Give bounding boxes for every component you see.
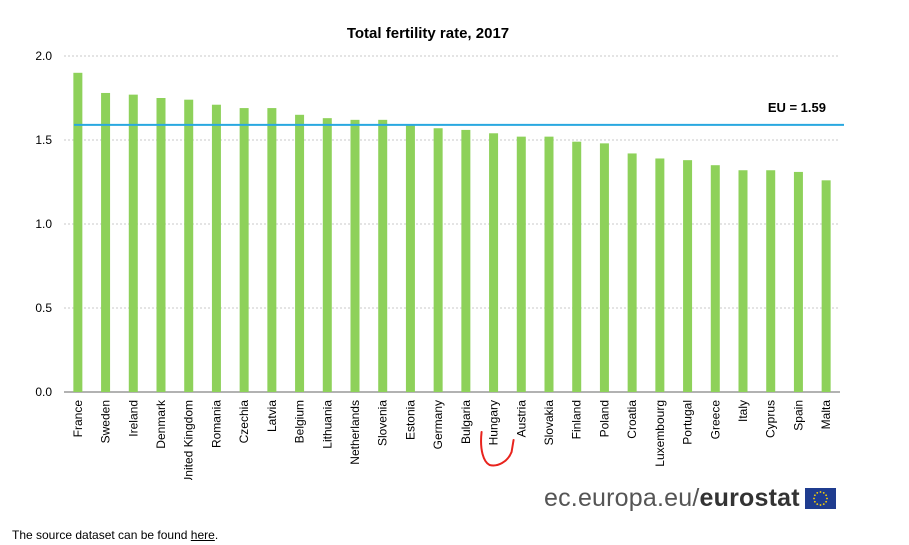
x-tick-label: Poland <box>597 400 611 437</box>
bar-belgium <box>295 114 305 393</box>
x-tick-label: Estonia <box>403 400 417 440</box>
bar-austria <box>516 136 526 392</box>
bar-bulgaria <box>461 129 471 393</box>
bar-czechia <box>239 108 249 392</box>
flag-star <box>813 500 816 503</box>
x-tick-label: United Kingdom <box>182 400 196 480</box>
flag-star <box>825 497 828 500</box>
x-tick-label: Malta <box>819 400 833 430</box>
bar-spain <box>793 171 803 392</box>
chart-title: Total fertility rate, 2017 <box>347 25 509 42</box>
x-tick-label: Bulgaria <box>459 400 473 444</box>
x-tick-label: Netherlands <box>348 400 362 465</box>
x-tick-label: Spain <box>791 400 805 431</box>
y-tick-label: 1.5 <box>35 133 52 147</box>
x-tick-label: Slovenia <box>376 400 390 446</box>
flag-star <box>813 494 816 497</box>
flag-star <box>819 491 822 493</box>
bar-germany <box>433 128 443 393</box>
bar-ireland <box>128 94 138 392</box>
bar-romania <box>211 104 221 392</box>
fertility-chart: Total fertility rate, 2017 0.0 0.5 1.0 1.5 2… <box>35 25 844 480</box>
y-tick-label: 2.0 <box>35 49 52 63</box>
x-tick-label: Finland <box>570 400 584 439</box>
x-tick-label: Slovakia <box>542 400 556 446</box>
bar-italy <box>738 170 748 392</box>
logo-prefix: ec.europa.eu/ <box>544 484 700 512</box>
eu-average-label: EU = 1.59 <box>768 100 826 115</box>
eu-flag-icon <box>804 488 836 509</box>
flag-star <box>819 504 822 506</box>
x-tick-label: Belgium <box>293 400 307 443</box>
bar-slovenia <box>378 119 388 392</box>
x-tick-label: Cyprus <box>764 400 778 438</box>
bar-estonia <box>405 124 415 392</box>
logo-brand: eurostat <box>699 484 800 512</box>
bar-portugal <box>683 160 693 392</box>
x-tick-label: Germany <box>431 400 445 449</box>
bar-latvia <box>267 108 277 392</box>
x-tick-label: Denmark <box>154 399 168 449</box>
bar-croatia <box>627 153 637 392</box>
x-tick-label: Italy <box>736 400 750 422</box>
bar-netherlands <box>350 119 360 392</box>
y-tick-label: 0.0 <box>35 385 52 399</box>
bar-france <box>73 72 83 393</box>
x-tick-label: Hungary <box>487 400 501 445</box>
x-tick-label: Greece <box>708 400 722 440</box>
bar-lithuania <box>322 118 332 392</box>
x-tick-label: Latvia <box>265 400 279 432</box>
bar-greece <box>710 165 720 392</box>
bar-cyprus <box>766 170 776 392</box>
x-tick-label: Romania <box>209 400 223 448</box>
flag-star <box>816 491 818 494</box>
bar-hungary <box>489 133 499 392</box>
bar-finland <box>572 141 582 392</box>
x-tick-label: Croatia <box>625 400 639 439</box>
source-note: The source dataset can be found here. <box>12 528 218 542</box>
bar-malta <box>821 180 831 392</box>
eurostat-logo: ec.europa.eu/eurostat <box>544 484 836 513</box>
source-note-suffix: . <box>214 528 219 542</box>
bar-poland <box>599 143 609 392</box>
bar-denmark <box>156 98 166 392</box>
x-tick-label: Sweden <box>99 400 113 443</box>
x-tick-label: Portugal <box>681 400 695 445</box>
bar-luxembourg <box>655 158 665 392</box>
hungary-annotation-mark <box>480 431 515 467</box>
x-tick-label: Lithuania <box>320 400 334 449</box>
x-tick-label: Ireland <box>126 400 140 437</box>
flag-star <box>812 497 815 500</box>
flag-star <box>822 503 825 506</box>
x-tick-label: Austria <box>514 400 528 438</box>
x-tick-label: France <box>71 400 85 438</box>
y-tick-label: 0.5 <box>35 301 52 315</box>
flag-star <box>816 503 818 506</box>
source-note-text: The source dataset can be found <box>12 528 191 542</box>
bar-sweden <box>101 92 111 393</box>
y-tick-label: 1.0 <box>35 217 52 231</box>
source-link[interactable]: here <box>190 528 215 542</box>
bar-slovakia <box>544 136 554 392</box>
flag-star <box>824 494 827 497</box>
flag-star <box>824 500 827 503</box>
flag-star <box>822 491 825 494</box>
x-tick-label: Luxembourg <box>653 400 667 467</box>
bar-united-kingdom <box>184 99 194 393</box>
x-tick-label: Czechia <box>237 400 251 444</box>
